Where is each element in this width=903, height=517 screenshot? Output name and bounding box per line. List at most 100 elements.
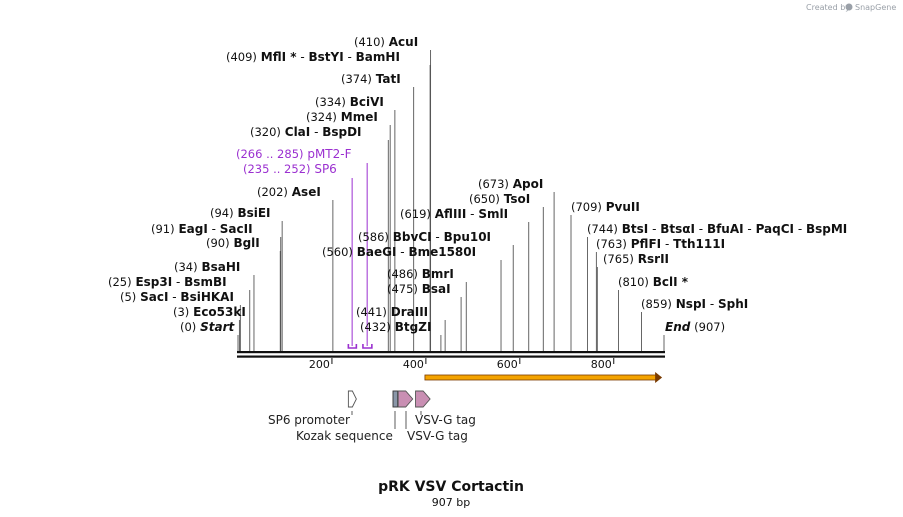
site-label-bmri[interactable]: (486) BmrI bbox=[387, 267, 454, 281]
enzyme-name[interactable]: Start bbox=[200, 320, 235, 334]
enzyme-name[interactable]: BsaI bbox=[422, 282, 451, 296]
site-mfli-bstyi-bamhi[interactable]: (409) MflI * - BstYI - BamHI bbox=[226, 50, 400, 64]
site-acui[interactable]: (410) AcuI bbox=[354, 35, 418, 49]
enzyme-name[interactable]: Bme1580I bbox=[408, 245, 476, 259]
site-label-tsoi[interactable]: (650) TsoI bbox=[469, 192, 530, 206]
enzyme-name[interactable]: AcuI bbox=[389, 35, 418, 49]
enzyme-name[interactable]: AflIII bbox=[435, 207, 467, 221]
site-btsi-bts-i-bfuai-paqci-bspmi[interactable]: (744) BtsI - BtsαI - BfuAI - PaqCI - Bsp… bbox=[587, 222, 847, 236]
enzyme-name[interactable]: BspMI bbox=[806, 222, 847, 236]
enzyme-name[interactable]: BsmBI bbox=[184, 275, 226, 289]
enzyme-name[interactable]: ApoI bbox=[513, 177, 544, 191]
site-label-pflfi-tth111i[interactable]: (763) PflFI - Tth111I bbox=[596, 237, 725, 251]
site-eagi-sacii[interactable]: (91) EagI - SacII bbox=[151, 222, 253, 236]
enzyme-name[interactable]: MmeI bbox=[341, 110, 378, 124]
enzyme-name[interactable]: Tth111I bbox=[673, 237, 725, 251]
site-label-end[interactable]: End (907) bbox=[665, 320, 725, 334]
site-label-start[interactable]: (0) Start bbox=[180, 320, 236, 334]
enzyme-name[interactable]: BspDI bbox=[322, 125, 361, 139]
site-saci-bsihkai[interactable]: (5) SacI - BsiHKAI bbox=[120, 290, 234, 304]
site-esp3i-bsmbi[interactable]: (25) Esp3I - BsmBI bbox=[108, 275, 227, 289]
site-nspi-sphi[interactable]: (859) NspI - SphI bbox=[641, 297, 748, 311]
enzyme-name[interactable]: PaqCI bbox=[756, 222, 794, 236]
enzyme-name[interactable]: BglI bbox=[233, 236, 259, 250]
feature-kozak-sequence-1[interactable] bbox=[392, 390, 399, 408]
enzyme-name[interactable]: BfuAI bbox=[707, 222, 744, 236]
site-bmri[interactable]: (486) BmrI bbox=[387, 267, 454, 281]
site-sp6[interactable]: (235 .. 252) SP6 bbox=[243, 162, 337, 176]
site-btgzi[interactable]: (432) BtgZI bbox=[360, 320, 431, 334]
site-tati[interactable]: (374) TatI bbox=[341, 72, 401, 86]
primer-bar-sp6[interactable] bbox=[347, 344, 358, 349]
enzyme-name[interactable]: BciVI bbox=[350, 95, 384, 109]
site-label-pvuii[interactable]: (709) PvuII bbox=[571, 200, 640, 214]
site-baegi-bme1580i[interactable]: (560) BaeGI - Bme1580I bbox=[322, 245, 476, 259]
orf-arrow[interactable] bbox=[424, 372, 663, 383]
enzyme-name[interactable]: SmlI bbox=[478, 207, 508, 221]
enzyme-name[interactable]: Bpu10I bbox=[444, 230, 491, 244]
feature-label-vsvg-tag-1[interactable]: VSV-G tag bbox=[407, 429, 468, 443]
enzyme-name[interactable]: BtgZI bbox=[395, 320, 432, 334]
site-label-baegi-bme1580i[interactable]: (560) BaeGI - Bme1580I bbox=[322, 245, 476, 259]
site-label-tati[interactable]: (374) TatI bbox=[341, 72, 401, 86]
site-label-mmei[interactable]: (324) MmeI bbox=[306, 110, 378, 124]
site-label-bsiei[interactable]: (94) BsiEI bbox=[210, 206, 271, 220]
enzyme-name[interactable]: PvuII bbox=[606, 200, 640, 214]
enzyme-name[interactable]: BamHI bbox=[356, 50, 400, 64]
enzyme-name[interactable]: BsiEI bbox=[237, 206, 270, 220]
enzyme-name[interactable]: AseI bbox=[292, 185, 321, 199]
site-afliii-smli[interactable]: (619) AflIII - SmlI bbox=[400, 207, 508, 221]
site-label-bcli[interactable]: (810) BclI * bbox=[618, 275, 689, 289]
enzyme-name[interactable]: BtsαI bbox=[660, 222, 695, 236]
site-pmt2-f[interactable]: (266 .. 285) pMT2-F bbox=[236, 147, 352, 161]
site-bcli[interactable]: (810) BclI * bbox=[618, 275, 689, 289]
site-label-afliii-smli[interactable]: (619) AflIII - SmlI bbox=[400, 207, 508, 221]
enzyme-name[interactable]: TsoI bbox=[504, 192, 530, 206]
enzyme-name[interactable]: ClaI bbox=[285, 125, 310, 139]
enzyme-name[interactable]: SacII bbox=[220, 222, 253, 236]
enzyme-name[interactable]: DraIII bbox=[391, 305, 428, 319]
enzyme-name[interactable]: BmrI bbox=[422, 267, 454, 281]
site-label-bbvci-bpu10i[interactable]: (586) BbvCI - Bpu10I bbox=[358, 230, 491, 244]
feature-vsv-g-tag-3[interactable] bbox=[415, 390, 431, 408]
site-bbvci-bpu10i[interactable]: (586) BbvCI - Bpu10I bbox=[358, 230, 491, 244]
site-bsai[interactable]: (475) BsaI bbox=[387, 282, 451, 296]
site-label-acui[interactable]: (410) AcuI bbox=[354, 35, 418, 49]
enzyme-name[interactable]: BbvCI bbox=[393, 230, 432, 244]
site-label-pmt2-f[interactable]: (266 .. 285) pMT2-F bbox=[236, 147, 352, 161]
site-label-draiii[interactable]: (441) DraIII bbox=[356, 305, 428, 319]
site-label-nspi-sphi[interactable]: (859) NspI - SphI bbox=[641, 297, 748, 311]
enzyme-name[interactable]: BaeGI bbox=[357, 245, 397, 259]
site-draiii[interactable]: (441) DraIII bbox=[356, 305, 428, 319]
feature-vsv-g-tag-2[interactable] bbox=[397, 390, 414, 408]
site-apoi[interactable]: (673) ApoI bbox=[478, 177, 543, 191]
site-pflfi-tth111i[interactable]: (763) PflFI - Tth111I bbox=[596, 237, 725, 251]
site-bsiei[interactable]: (94) BsiEI bbox=[210, 206, 271, 220]
site-bgli[interactable]: (90) BglI bbox=[206, 236, 260, 250]
enzyme-name[interactable]: NspI bbox=[676, 297, 706, 311]
enzyme-name[interactable]: BsaHI bbox=[201, 260, 240, 274]
site-label-clai-bspdi[interactable]: (320) ClaI - BspDI bbox=[250, 125, 362, 139]
primer-bar-pmt2-f[interactable] bbox=[362, 344, 373, 349]
enzyme-name[interactable]: End bbox=[665, 320, 691, 334]
site-rsrii[interactable]: (765) RsrII bbox=[603, 252, 669, 266]
site-bsahi[interactable]: (34) BsaHI bbox=[174, 260, 240, 274]
enzyme-name[interactable]: EagI bbox=[178, 222, 207, 236]
site-label-eco53ki[interactable]: (3) Eco53kI bbox=[173, 305, 246, 319]
feature-label-sp6-promoter[interactable]: SP6 promoter bbox=[268, 413, 350, 427]
enzyme-name[interactable]: RsrII bbox=[638, 252, 669, 266]
site-asei[interactable]: (202) AseI bbox=[257, 185, 321, 199]
site-clai-bspdi[interactable]: (320) ClaI - BspDI bbox=[250, 125, 362, 139]
enzyme-name[interactable]: BsiHKAI bbox=[180, 290, 234, 304]
enzyme-name[interactable]: BstYI bbox=[309, 50, 344, 64]
site-label-asei[interactable]: (202) AseI bbox=[257, 185, 321, 199]
site-start[interactable]: (0) Start bbox=[180, 320, 236, 334]
site-label-bgli[interactable]: (90) BglI bbox=[206, 236, 260, 250]
site-end[interactable]: End (907) bbox=[665, 320, 725, 334]
site-label-sp6[interactable]: (235 .. 252) SP6 bbox=[243, 162, 337, 176]
site-tsoi[interactable]: (650) TsoI bbox=[469, 192, 530, 206]
site-label-bsai[interactable]: (475) BsaI bbox=[387, 282, 451, 296]
enzyme-name[interactable]: SacI bbox=[140, 290, 168, 304]
site-label-apoi[interactable]: (673) ApoI bbox=[478, 177, 543, 191]
site-label-mfli-bstyi-bamhi[interactable]: (409) MflI * - BstYI - BamHI bbox=[226, 50, 400, 64]
